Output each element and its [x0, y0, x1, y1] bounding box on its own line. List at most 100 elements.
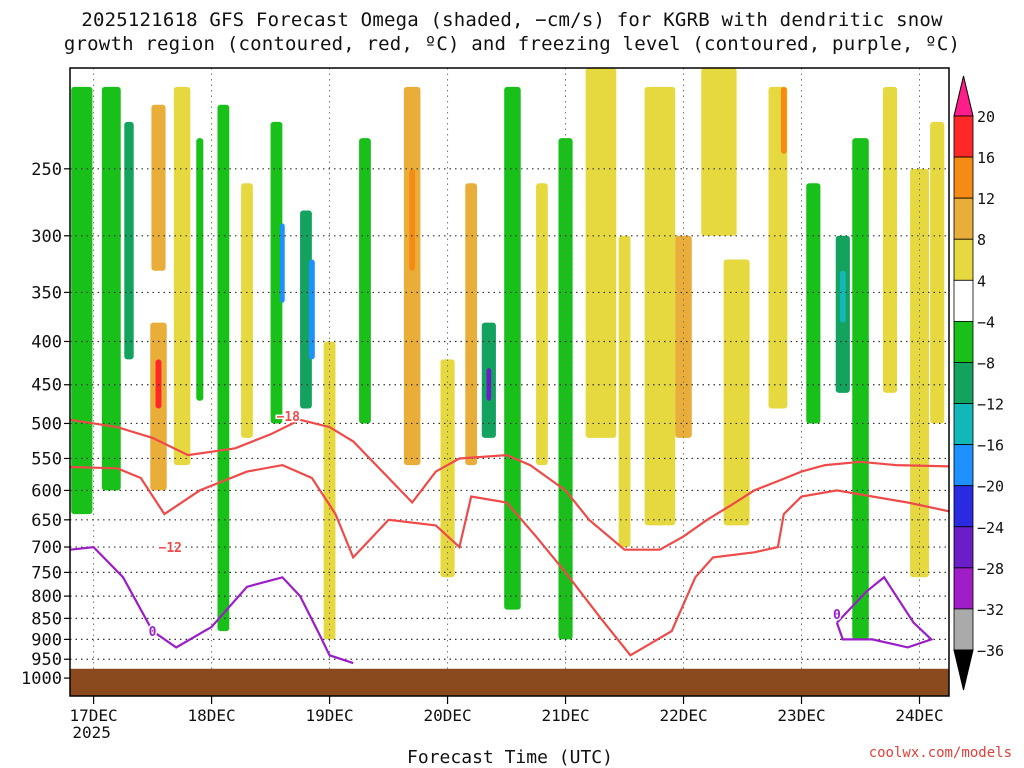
omega-shading [71, 68, 945, 640]
x-tick-label-23: 23DEC [777, 706, 825, 725]
colorbar-label-0: 20 [977, 108, 995, 126]
y-tick-label-500: 500 [31, 414, 62, 434]
omega-cell-33 [806, 183, 821, 424]
credit-link[interactable]: coolwx.com/models [868, 745, 1012, 761]
colorbar-segment-9 [953, 485, 974, 528]
omega-cell-1 [101, 86, 121, 491]
omega-cell-23 [536, 183, 548, 466]
colorbar-segment-1 [953, 156, 974, 199]
x-tick-label-22: 22DEC [659, 706, 707, 725]
omega-cell-36 [852, 138, 869, 640]
colorbar-label-8: −16 [977, 437, 1004, 455]
y-tick-label-1000: 1000 [21, 669, 62, 689]
colorbar-segment-10 [953, 526, 974, 569]
omega-cell-30 [723, 259, 750, 526]
freezing-contour-line-0 [70, 545, 354, 665]
omega-cell-0 [71, 86, 93, 515]
colorbar-top-arrow [953, 75, 974, 117]
colorbar-segment-11 [953, 567, 974, 610]
chart-title-line-1: 2025121618 GFS Forecast Omega (shaded, −… [81, 9, 943, 31]
colorbar-segment-4 [953, 279, 974, 322]
omega-cell-5 [155, 359, 162, 409]
colorbar-segment-2 [953, 197, 974, 240]
omega-cell-38 [910, 168, 929, 578]
colorbar-bottom-arrow [953, 649, 974, 691]
omega-cell-11 [280, 223, 285, 303]
colorbar-segment-8 [953, 444, 974, 487]
omega-cell-8 [217, 104, 230, 632]
dgz-contour-line-0 [70, 418, 949, 551]
omega-cell-18 [440, 359, 455, 578]
omega-cell-37 [882, 86, 898, 393]
x-tick-label-24: 24DEC [895, 706, 943, 725]
colorbar-segment-3 [953, 238, 974, 281]
omega-cell-15 [359, 138, 371, 424]
omega-cell-17 [409, 168, 416, 271]
plot-frame [69, 67, 950, 697]
freezing-contour-line-1 [835, 575, 934, 649]
y-tick-label-850: 850 [31, 609, 62, 629]
temperature-contours: −18 −12 0 0 [70, 409, 949, 665]
omega-cell-12 [300, 210, 312, 409]
omega-cell-31 [768, 86, 788, 409]
colorbar-legend: 20 16 12 8 4 −4 −8 −12 −16 −20 −24 −28 −32 −36 [953, 75, 1004, 691]
omega-cell-26 [618, 235, 631, 548]
colorbar-segment-5 [953, 320, 974, 363]
y-tick-label-800: 800 [31, 587, 62, 607]
colorbar-label-4: 4 [977, 272, 986, 290]
chart-title-line-2: growth region (contoured, red, ºC) and f… [63, 33, 961, 55]
colorbar-label-11: −28 [977, 560, 1004, 578]
y-tick-label-650: 650 [31, 511, 62, 531]
y-tick-label-950: 950 [31, 650, 62, 670]
omega-cell-13 [308, 259, 315, 360]
omega-cell-7 [196, 138, 204, 401]
dgz-contour-label-0: −18 [277, 410, 301, 425]
x-tick-label-17: 17DEC [70, 706, 118, 725]
colorbar-label-5: −4 [977, 313, 995, 331]
dgz-contour-line-1 [70, 463, 949, 657]
y-tick-label-900: 900 [31, 630, 62, 650]
freezing-contour-label-1: 0 [833, 608, 841, 623]
omega-cell-3 [151, 104, 166, 271]
colorbar-label-9: −20 [977, 478, 1004, 496]
colorbar-label-6: −8 [977, 354, 995, 372]
omega-cell-19 [465, 183, 478, 466]
y-axis: 2503003504004505005506006507007508008509… [21, 160, 70, 689]
omega-cell-16 [403, 86, 421, 466]
omega-cell-39 [930, 121, 945, 424]
terrain-ground [70, 668, 949, 696]
omega-cell-28 [675, 235, 692, 438]
dgz-contour-label-1: −12 [159, 541, 182, 556]
omega-cell-24 [558, 138, 573, 640]
omega-cell-35 [839, 270, 846, 323]
colorbar-segment-7 [953, 403, 974, 446]
omega-cell-2 [124, 121, 134, 360]
colorbar-segment-0 [953, 115, 974, 158]
omega-cell-9 [241, 183, 253, 438]
y-tick-label-400: 400 [31, 332, 62, 352]
colorbar-label-3: 8 [977, 231, 986, 249]
x-tick-label-18: 18DEC [187, 706, 235, 725]
colorbar-label-12: −32 [977, 601, 1004, 619]
y-tick-label-550: 550 [31, 449, 62, 469]
y-tick-label-750: 750 [31, 563, 62, 583]
omega-cell-6 [173, 86, 191, 466]
x-axis-label: Forecast Time (UTC) [407, 747, 613, 768]
x-tick-label-19: 19DEC [305, 706, 353, 725]
colorbar-label-7: −12 [977, 396, 1004, 414]
freezing-contour-label-0: 0 [149, 625, 157, 640]
y-tick-label-300: 300 [31, 227, 62, 247]
colorbar-label-10: −24 [977, 519, 1004, 537]
y-tick-label-350: 350 [31, 283, 62, 303]
colorbar-label-2: 12 [977, 190, 995, 208]
x-tick-label-20: 20DEC [423, 706, 471, 725]
omega-cell-27 [644, 86, 676, 526]
colorbar-segment-6 [953, 362, 974, 404]
omega-cell-32 [780, 86, 787, 154]
colorbar-label-13: −36 [977, 642, 1004, 660]
omega-cell-29 [701, 68, 737, 236]
omega-cell-25 [585, 68, 617, 438]
y-tick-label-250: 250 [31, 160, 62, 180]
